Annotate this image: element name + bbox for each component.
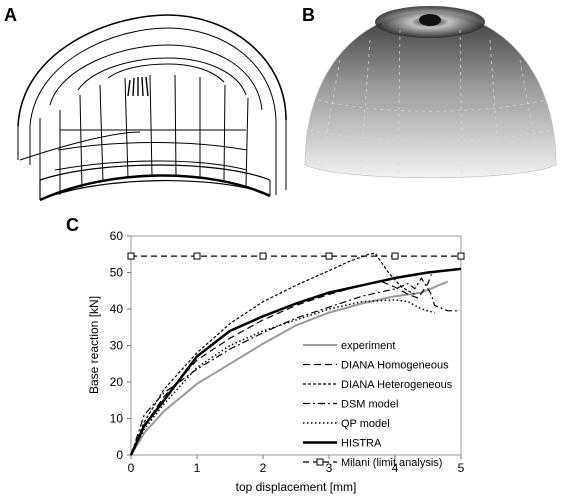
y-tick-label: 50 [110, 266, 124, 280]
x-axis-label: top displacement [mm] [236, 480, 357, 494]
marker-milani-limit-analysis [457, 252, 465, 260]
mesh-meridians [59, 74, 249, 195]
series-line-diana-heterogeneous [130, 252, 416, 456]
legend-label-milani-limit-analysis: Milani (limit analysis) [341, 457, 442, 469]
legend-label-diana-homogeneous: DIANA Homogeneous [341, 360, 449, 372]
mesh-ring-2 [49, 44, 263, 111]
y-tick-label: 30 [110, 339, 124, 353]
mesh-ring-1 [29, 27, 277, 127]
chart-c: 0 10 20 30 40 50 60 0 1 2 3 4 5 experiment DIANA Hom… [87, 229, 465, 494]
y-axis-ticks: 0 10 20 30 40 50 60 [110, 229, 131, 462]
x-tick-label: 5 [458, 461, 465, 475]
marker-milani-limit-analysis [325, 252, 333, 260]
panel-label-b: B [302, 5, 315, 25]
x-tick-label: 3 [326, 461, 333, 475]
panel-label-c: C [66, 215, 79, 235]
series-layer [127, 252, 465, 456]
legend-label-histra: HISTRA [341, 438, 382, 450]
x-tick-label: 2 [260, 461, 267, 475]
marker-milani-limit-analysis [391, 252, 399, 260]
panel-a-mesh [17, 14, 287, 202]
legend-label-experiment: experiment [341, 340, 395, 352]
mesh-ring-4 [107, 63, 225, 83]
x-tick-label: 1 [194, 461, 201, 475]
mesh-ring-3 [77, 57, 247, 96]
y-tick-label: 60 [110, 229, 124, 243]
dome-dash-lines [309, 29, 553, 182]
panel-label-a: A [4, 5, 17, 25]
dome-top-hole [419, 14, 441, 26]
mesh-front-edge [39, 174, 271, 202]
x-axis-ticks: 0 1 2 3 4 5 [128, 455, 465, 475]
legend-label-diana-heterogeneous: DIANA Heterogeneous [341, 379, 453, 391]
marker-milani-limit-analysis [259, 252, 267, 260]
legend-label-dsm-model: DSM model [341, 399, 398, 411]
series-line-histra [129, 267, 462, 456]
y-tick-label: 10 [110, 412, 124, 426]
legend-label-qp-model: QP model [341, 418, 390, 430]
y-axis-label: Base reaction [kN] [87, 296, 101, 394]
dome-surface [304, 11, 557, 179]
series-line-qp-model [130, 299, 435, 456]
panel-b-dome [304, 6, 557, 182]
mesh-wall-left [17, 118, 141, 200]
x-tick-label: 0 [128, 461, 135, 475]
y-tick-label: 40 [110, 302, 124, 316]
legend-marker [316, 458, 324, 466]
mesh-crossings [54, 129, 248, 171]
mesh-outer-rim [17, 14, 287, 127]
plot-frame [130, 235, 462, 456]
x-tick-label: 4 [392, 461, 399, 475]
y-tick-label: 0 [116, 448, 123, 462]
mesh-crown-lines [127, 76, 149, 97]
mesh-wall-right [269, 120, 287, 195]
legend: experiment DIANA Homogeneous DIANA Heterog… [303, 340, 453, 469]
marker-milani-limit-analysis [127, 252, 135, 260]
series-line-dsm-model [130, 277, 458, 456]
y-tick-label: 20 [110, 375, 124, 389]
marker-milani-limit-analysis [193, 252, 201, 260]
